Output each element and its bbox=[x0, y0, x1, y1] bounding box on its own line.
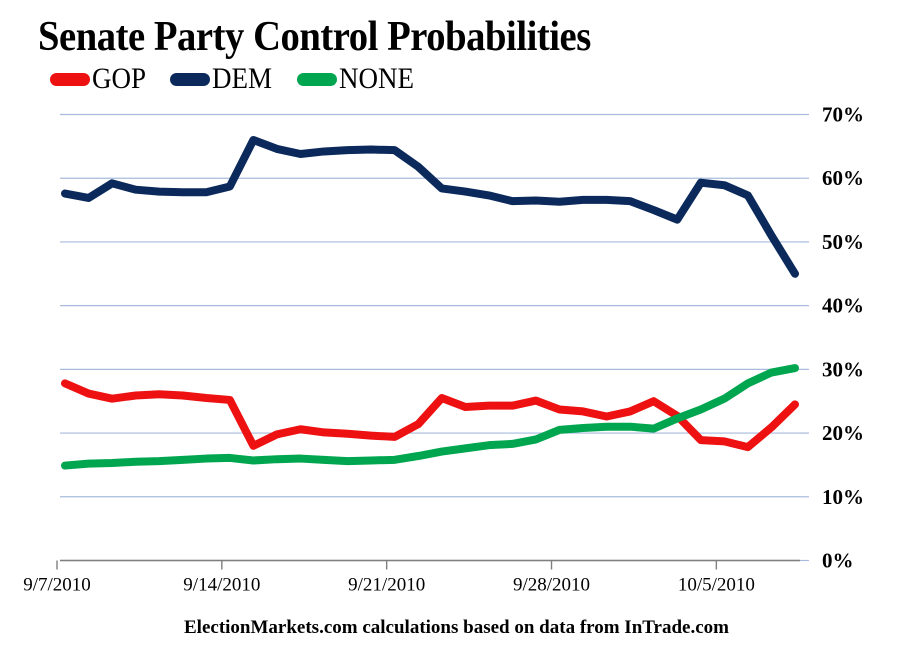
y-axis-tick-label: 30% bbox=[822, 357, 864, 381]
series-line-dem bbox=[61, 135, 799, 278]
series-line-gop bbox=[61, 379, 799, 452]
legend-label-gop: GOP bbox=[92, 62, 147, 95]
y-axis-tick-label: 10% bbox=[822, 485, 864, 509]
legend-swatch-gop bbox=[50, 72, 90, 86]
legend-swatch-dem bbox=[170, 72, 211, 86]
legend-swatch-none bbox=[296, 72, 337, 86]
legend-item-gop[interactable]: GOP bbox=[50, 64, 152, 94]
x-axis-tick-label: 10/5/2010 bbox=[678, 575, 755, 596]
y-axis-tick-label: 60% bbox=[822, 166, 864, 190]
y-axis-tick-label: 20% bbox=[822, 421, 864, 445]
x-axis-tick-label: 9/14/2010 bbox=[183, 575, 260, 596]
series-line-none bbox=[61, 364, 799, 470]
chart-footnote: ElectionMarkets.com calculations based o… bbox=[184, 617, 729, 638]
y-axis-tick-label: 50% bbox=[822, 230, 864, 254]
x-axis-tick-label: 9/28/2010 bbox=[513, 575, 590, 596]
legend-item-none[interactable]: NONE bbox=[296, 62, 422, 95]
y-axis-tick-label: 70% bbox=[822, 103, 864, 127]
legend-label-none: NONE bbox=[338, 62, 414, 95]
y-axis-tick-label: 40% bbox=[822, 294, 864, 318]
legend-label-dem: DEM bbox=[212, 62, 273, 95]
chart-legend: GOP DEM NONE bbox=[50, 62, 422, 96]
x-axis-tick-label: 9/21/2010 bbox=[348, 575, 425, 596]
y-axis-tick-label: 0% bbox=[822, 549, 854, 573]
legend-item-dem[interactable]: DEM bbox=[170, 64, 279, 94]
x-axis-tick-label: 9/7/2010 bbox=[23, 575, 91, 596]
chart-title: Senate Party Control Probabilities bbox=[38, 14, 591, 60]
